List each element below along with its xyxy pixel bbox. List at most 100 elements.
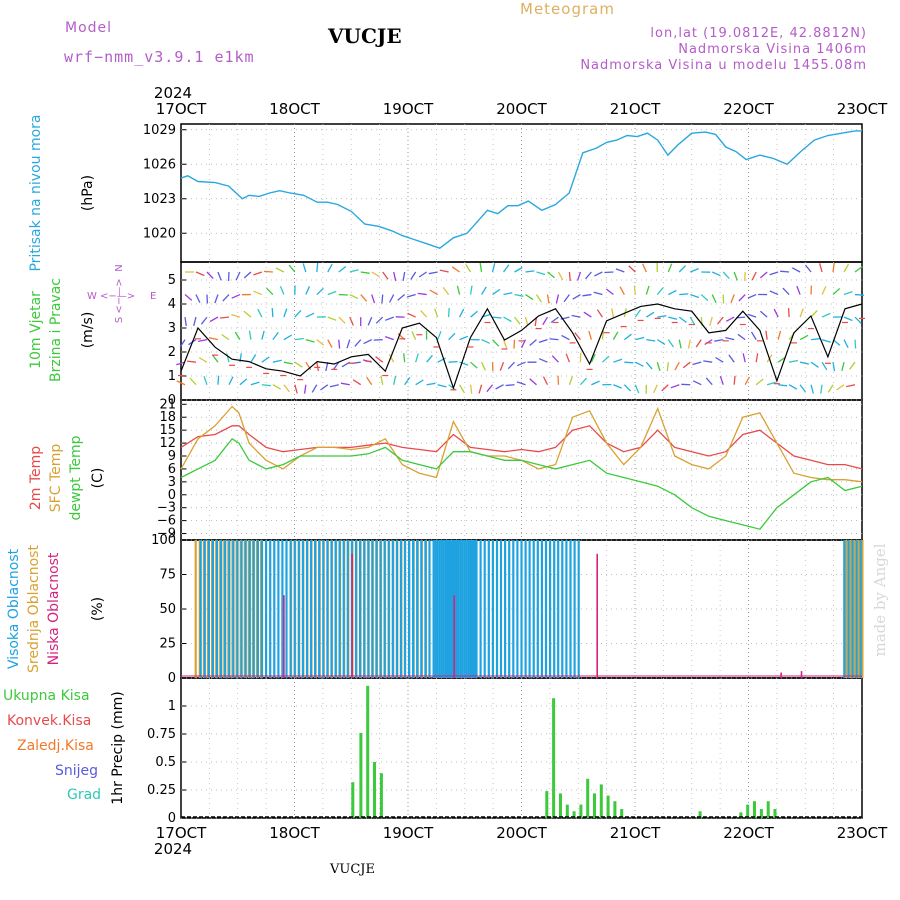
wind-dir-e: E bbox=[150, 291, 156, 302]
high-cloud-bar bbox=[450, 540, 454, 678]
wind-vector bbox=[585, 271, 592, 280]
high-cloud-bar bbox=[248, 540, 251, 678]
precip-bar bbox=[373, 762, 376, 818]
wind-vector bbox=[203, 375, 208, 385]
wind-vector bbox=[778, 384, 788, 387]
wind-vector bbox=[821, 361, 828, 371]
high-cloud-bar bbox=[469, 540, 472, 678]
wind-vector bbox=[349, 269, 359, 273]
high-cloud-bar bbox=[375, 540, 378, 678]
high-cloud-bar bbox=[859, 540, 862, 678]
wind-vector bbox=[690, 293, 700, 299]
wind-vector bbox=[521, 339, 527, 348]
wind-vector bbox=[349, 293, 359, 300]
wind-vector bbox=[305, 312, 315, 318]
wind-vector bbox=[219, 316, 230, 319]
high-cloud-bar bbox=[577, 540, 580, 678]
high-cloud-bar bbox=[473, 540, 476, 678]
precip-bar bbox=[759, 809, 763, 818]
cloud-ylabel-low: Niska Oblacnost bbox=[46, 552, 62, 665]
wind-vector bbox=[208, 337, 219, 341]
legend-hail: Grad bbox=[67, 787, 101, 803]
ytick-label-precip: 0.5 bbox=[155, 755, 176, 770]
wind-vector bbox=[849, 361, 856, 370]
model-label: Model bbox=[65, 20, 113, 36]
mid-cloud-bar bbox=[853, 540, 856, 678]
wind-vector bbox=[231, 293, 241, 299]
ytick-label-temperature: 9 bbox=[168, 449, 176, 464]
wind-vector bbox=[316, 287, 324, 296]
wind-vector bbox=[536, 271, 546, 276]
wind-vector bbox=[311, 384, 318, 393]
high-cloud-bar bbox=[432, 540, 435, 678]
high-cloud-bar bbox=[499, 540, 503, 678]
time-label-bottom: 21OCT bbox=[610, 824, 661, 842]
precip-units: 1hr Precip (mm) bbox=[110, 691, 126, 804]
wind-vector bbox=[690, 267, 699, 273]
ytick-label-temperature: 12 bbox=[159, 436, 176, 451]
wind-vector bbox=[529, 339, 537, 346]
wind-vector bbox=[571, 314, 581, 318]
temp-ylabel-2m: 2m Temp bbox=[28, 446, 44, 510]
wind-vector bbox=[418, 271, 428, 278]
ytick-label-wind: 0 bbox=[168, 393, 176, 408]
high-cloud-bar bbox=[512, 540, 515, 678]
mid-cloud-bar bbox=[849, 540, 852, 678]
wind-vector bbox=[799, 334, 809, 341]
wind-vector bbox=[406, 293, 416, 298]
wind-vector bbox=[656, 361, 661, 371]
high-cloud-bar bbox=[416, 540, 419, 678]
high-cloud-bar bbox=[314, 540, 317, 678]
wind-vector bbox=[773, 308, 779, 318]
wind-vector bbox=[294, 309, 302, 318]
wind-vector bbox=[346, 339, 351, 349]
wind-vector bbox=[619, 286, 625, 295]
wind-vector bbox=[371, 294, 376, 304]
wind-vector bbox=[843, 290, 853, 296]
high-cloud-bar bbox=[399, 540, 402, 678]
wind-vector bbox=[332, 361, 340, 370]
wind-vector bbox=[832, 263, 835, 273]
high-cloud-bar bbox=[305, 540, 309, 678]
high-cloud-bar bbox=[479, 540, 482, 678]
wind-vector bbox=[769, 271, 779, 276]
wind-vector bbox=[846, 384, 856, 388]
wind-vector bbox=[780, 270, 790, 273]
wind-vector bbox=[563, 294, 570, 303]
wind-vector bbox=[448, 360, 458, 363]
wind-vector bbox=[646, 338, 656, 342]
wind-vector bbox=[340, 382, 350, 386]
wind-vector bbox=[678, 316, 687, 324]
wind-vector bbox=[668, 316, 678, 320]
wind-vector bbox=[226, 353, 230, 363]
wind-vector bbox=[555, 294, 560, 304]
wind-vector bbox=[777, 356, 786, 363]
wind-vector bbox=[437, 331, 442, 340]
wind-vector bbox=[388, 294, 395, 303]
wind-vector bbox=[588, 330, 593, 340]
high-cloud-bar bbox=[448, 540, 452, 678]
precip-bar bbox=[593, 793, 596, 818]
ytick-label-wind: 2 bbox=[168, 345, 176, 360]
wind-vector bbox=[283, 361, 293, 365]
wind-vector bbox=[197, 338, 208, 343]
high-cloud-bar bbox=[387, 540, 390, 678]
wind-vector bbox=[667, 289, 677, 296]
wind-vector bbox=[214, 294, 219, 304]
wind-vector bbox=[714, 338, 724, 342]
wind-vector bbox=[572, 293, 581, 300]
high-cloud-bar bbox=[459, 540, 462, 678]
wind-vector bbox=[725, 336, 735, 341]
high-cloud-bar bbox=[483, 540, 486, 678]
legend-freezing-precip: Zaledj.Kisa bbox=[17, 738, 94, 754]
precip-bar bbox=[379, 773, 383, 818]
high-cloud-bar bbox=[334, 540, 337, 678]
ytick-label-wind: 4 bbox=[168, 297, 176, 312]
wind-vector bbox=[843, 263, 850, 273]
wind-vector bbox=[250, 381, 260, 386]
wind-vector bbox=[542, 376, 549, 386]
wind-vector bbox=[666, 362, 669, 372]
wind-vector bbox=[832, 362, 836, 372]
wind-vector bbox=[657, 315, 667, 318]
high-cloud-bar bbox=[256, 540, 259, 678]
